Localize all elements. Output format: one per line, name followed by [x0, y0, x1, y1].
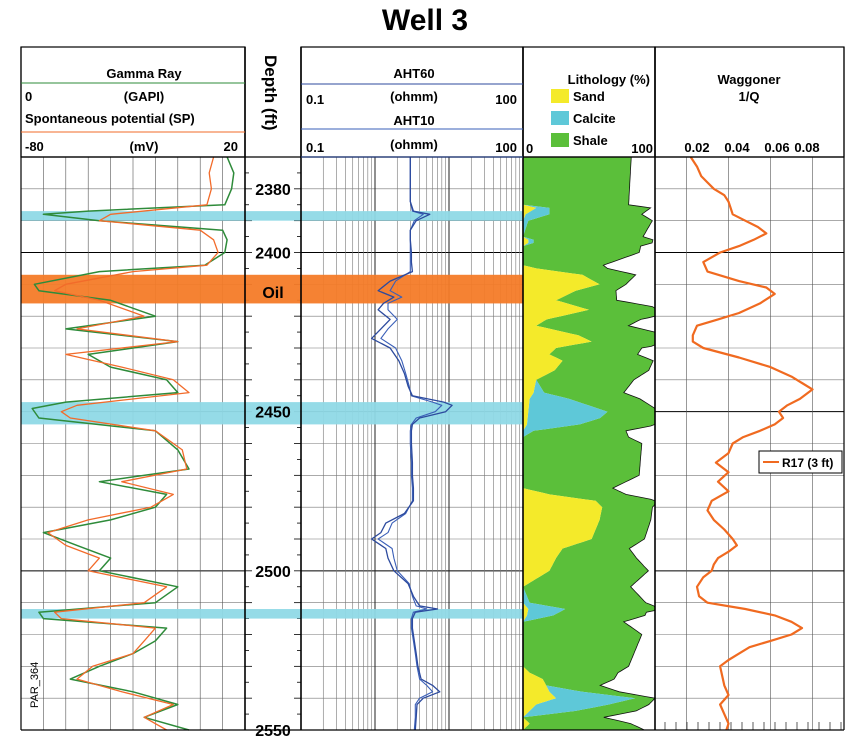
- shale-area: [523, 157, 655, 730]
- calcite-band: [21, 211, 523, 221]
- sp-max: 20: [224, 139, 238, 154]
- grid-lines: [21, 157, 844, 731]
- log-curves: [31, 156, 814, 731]
- calcite-band: [21, 609, 523, 619]
- sp-title: Spontaneous potential (SP): [25, 111, 195, 126]
- gamma-ray-title: Gamma Ray: [106, 66, 182, 81]
- waggoner-curve: [689, 156, 814, 731]
- aht60-curve: [370, 157, 453, 731]
- waggoner-tick-0.06: 0.06: [764, 140, 789, 155]
- calcite-swatch: [551, 111, 569, 125]
- aht60-title: AHT60: [393, 66, 434, 81]
- sp-min: -80: [25, 139, 44, 154]
- lithology-max: 100: [631, 141, 653, 156]
- sp-curve: [31, 156, 235, 731]
- legend-calcite: Calcite: [573, 111, 616, 126]
- sand-area: [523, 157, 603, 730]
- aht10-min: 0.1: [306, 140, 324, 155]
- header-frame: [20, 46, 845, 731]
- highlight-bands: [21, 211, 523, 619]
- depth-label-2400: 2400: [255, 246, 291, 263]
- calcite-area: [523, 157, 636, 730]
- depth-title: Depth (ft): [261, 55, 280, 131]
- depth-label-2450: 2450: [255, 405, 291, 422]
- waggoner-subtitle: 1/Q: [739, 89, 760, 104]
- aht10-curve: [377, 157, 443, 731]
- aht60-max: 100: [495, 92, 517, 107]
- waggoner-title: Waggoner: [717, 72, 780, 87]
- sand-swatch: [551, 89, 569, 103]
- waggoner-legend: R17 (3 ft): [758, 450, 843, 474]
- gamma-ray-unit: (GAPI): [124, 89, 164, 104]
- depth-label-2380: 2380: [255, 182, 291, 199]
- lithology-min: 0: [526, 141, 533, 156]
- waggoner-tick-0.08: 0.08: [794, 140, 819, 155]
- gamma-ray-min: 0: [25, 89, 32, 104]
- gamma-ray-curve: [47, 156, 219, 731]
- watermark-label: PAR_364: [29, 662, 41, 708]
- aht60-unit: (ohmm): [390, 89, 438, 104]
- oil-label: Oil: [262, 285, 283, 302]
- lithology-outline: [599, 157, 656, 731]
- calcite-band: [21, 402, 523, 425]
- aht10-max: 100: [495, 140, 517, 155]
- well-title: Well 3: [381, 4, 469, 37]
- depth-label-2500: 2500: [255, 564, 291, 581]
- waggoner-legend-label: R17 (3 ft): [782, 456, 833, 470]
- lithology-title: Lithology (%): [568, 72, 650, 87]
- aht10-title: AHT10: [393, 113, 434, 128]
- sp-unit: (mV): [130, 139, 159, 154]
- aht60-min: 0.1: [306, 92, 324, 107]
- aht10-unit: (ohmm): [390, 137, 438, 152]
- legend-sand: Sand: [573, 89, 605, 104]
- waggoner-tick-0.02: 0.02: [684, 140, 709, 155]
- depth-labels: 2380 2400 2450 2500 2550: [255, 182, 291, 740]
- legend-shale: Shale: [573, 133, 608, 148]
- oil-band: [21, 274, 523, 304]
- shale-swatch: [551, 133, 569, 147]
- waggoner-tick-0.04: 0.04: [724, 140, 750, 155]
- depth-label-2550: 2550: [255, 723, 291, 740]
